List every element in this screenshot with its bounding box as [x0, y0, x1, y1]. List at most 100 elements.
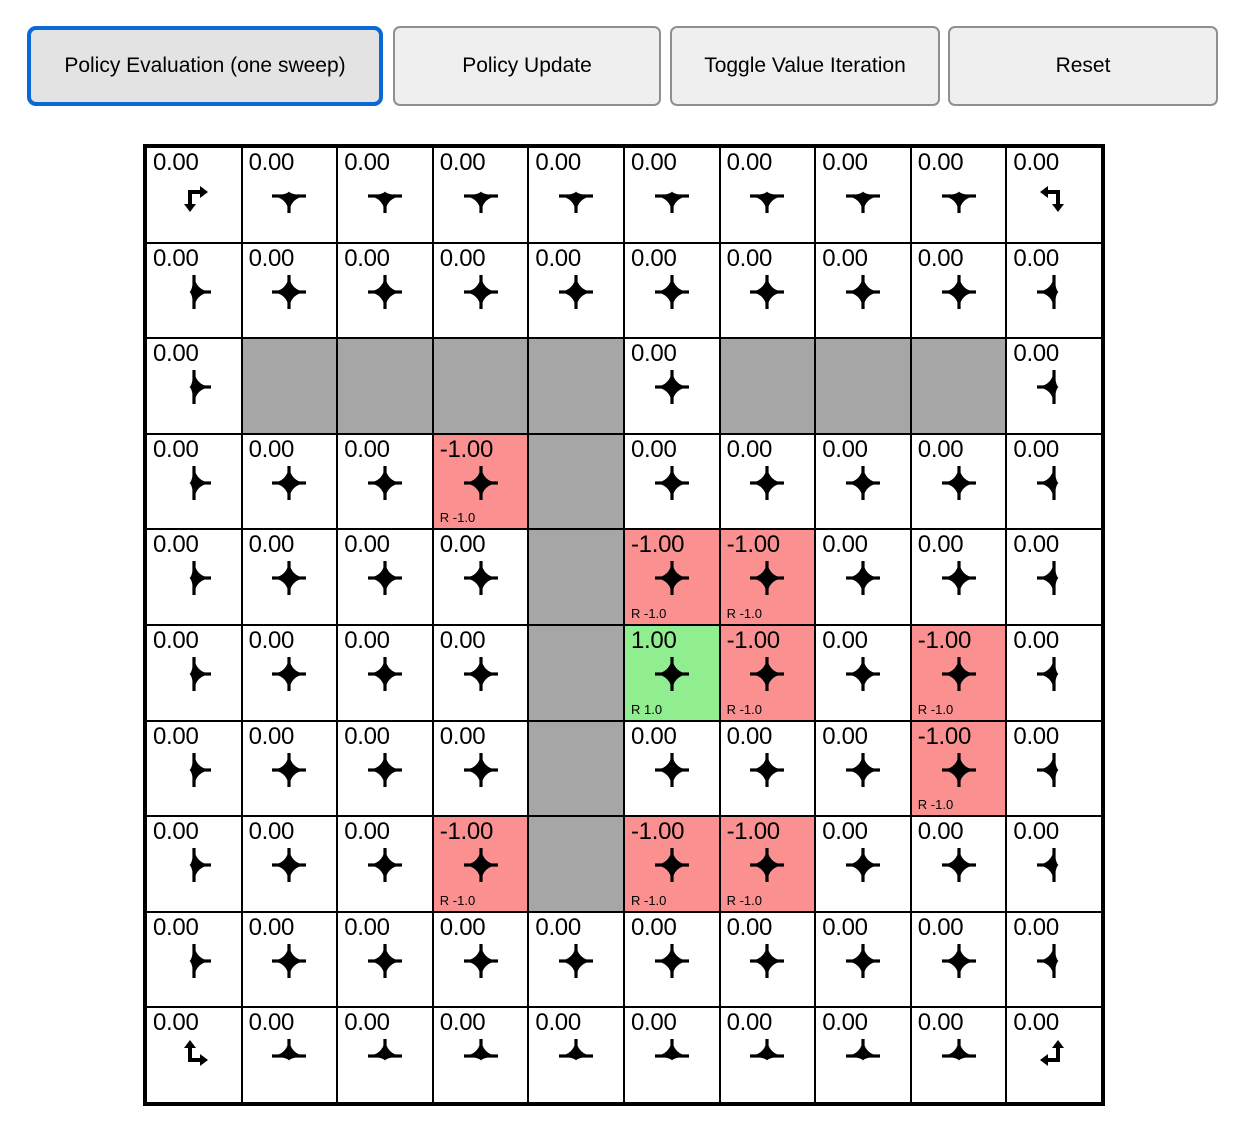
grid-cell[interactable]: 0.00 — [528, 1007, 624, 1103]
grid-cell[interactable]: 0.00 — [719, 1007, 816, 1103]
grid-cell[interactable]: 0.00 — [815, 242, 911, 339]
grid-cell[interactable]: 0.00 — [623, 147, 720, 243]
grid-cell[interactable]: 0.00 — [910, 433, 1007, 530]
grid-cell[interactable]: 1.00 R 1.0 — [623, 624, 720, 721]
grid-cell[interactable]: 0.00 — [337, 433, 433, 530]
grid-cell[interactable]: 0.00 — [719, 720, 816, 817]
grid-cell[interactable]: 0.00 — [432, 911, 529, 1008]
cell-value: 0.00 — [439, 531, 486, 559]
grid-cell[interactable]: 0.00 — [815, 911, 911, 1008]
grid-cell[interactable]: 0.00 — [910, 1007, 1007, 1103]
grid-cell[interactable]: 0.00 — [146, 816, 242, 912]
grid-cell[interactable]: 0.00 — [1006, 242, 1102, 339]
grid-cell[interactable]: 0.00 — [623, 433, 720, 530]
grid-cell[interactable]: 0.00 — [815, 816, 911, 912]
grid-cell[interactable]: 0.00 — [623, 338, 720, 434]
grid-cell[interactable]: 0.00 — [719, 433, 816, 530]
grid-cell[interactable]: 0.00 — [337, 911, 433, 1008]
grid-cell[interactable]: 0.00 — [146, 624, 242, 721]
grid-cell[interactable]: -1.00 R -1.0 — [719, 624, 816, 721]
policy-update-button[interactable]: Policy Update — [393, 26, 661, 106]
grid-cell[interactable]: -1.00 R -1.0 — [719, 529, 816, 625]
cell-value: 1.00 — [630, 626, 677, 654]
grid-cell[interactable]: 0.00 — [337, 529, 433, 625]
grid-cell[interactable]: 0.00 — [146, 529, 242, 625]
grid-cell[interactable]: 0.00 — [241, 624, 338, 721]
grid-cell[interactable]: 0.00 — [1006, 338, 1102, 434]
grid-cell[interactable]: 0.00 — [1006, 433, 1102, 530]
grid-cell[interactable]: 0.00 — [241, 816, 338, 912]
policy-evaluation-button[interactable]: Policy Evaluation (one sweep) — [27, 26, 383, 106]
grid-cell[interactable]: 0.00 — [910, 816, 1007, 912]
grid-cell[interactable]: 0.00 — [719, 242, 816, 339]
grid-cell[interactable]: 0.00 — [146, 1007, 242, 1103]
policy-arrow-icon — [912, 939, 1006, 983]
grid-cell[interactable]: 0.00 — [146, 338, 242, 434]
grid-cell[interactable]: 0.00 — [146, 433, 242, 530]
grid-cell[interactable]: 0.00 — [337, 147, 433, 243]
grid-cell[interactable]: 0.00 — [1006, 816, 1102, 912]
grid-cell[interactable]: 0.00 — [815, 624, 911, 721]
grid-cell[interactable]: 0.00 — [146, 911, 242, 1008]
grid-cell[interactable]: 0.00 — [337, 624, 433, 721]
grid-cell[interactable]: 0.00 — [815, 433, 911, 530]
toggle-value-iteration-button[interactable]: Toggle Value Iteration — [670, 26, 940, 106]
grid-cell[interactable]: 0.00 — [432, 624, 529, 721]
grid-cell[interactable]: 0.00 — [1006, 147, 1102, 243]
grid-cell[interactable]: 0.00 — [1006, 529, 1102, 625]
grid-cell[interactable]: 0.00 — [623, 720, 720, 817]
grid-cell[interactable]: 0.00 — [337, 720, 433, 817]
grid-cell[interactable]: 0.00 — [528, 147, 624, 243]
grid-cell[interactable]: 0.00 — [432, 1007, 529, 1103]
cell-value: -1.00 — [726, 626, 781, 654]
grid-cell[interactable]: -1.00 R -1.0 — [432, 433, 529, 530]
grid-cell[interactable]: -1.00 R -1.0 — [910, 720, 1007, 817]
grid-cell[interactable]: 0.00 — [241, 147, 338, 243]
grid-cell[interactable]: 0.00 — [623, 242, 720, 339]
grid-cell[interactable]: 0.00 — [719, 147, 816, 243]
grid-cell[interactable]: 0.00 — [528, 911, 624, 1008]
grid-cell[interactable]: 0.00 — [910, 242, 1007, 339]
grid-cell-wall — [528, 816, 624, 912]
grid-cell[interactable]: 0.00 — [241, 1007, 338, 1103]
reset-button[interactable]: Reset — [948, 26, 1218, 106]
grid-cell[interactable]: 0.00 — [1006, 624, 1102, 721]
grid-cell[interactable]: 0.00 — [815, 529, 911, 625]
grid-cell[interactable]: 0.00 — [337, 242, 433, 339]
grid-cell[interactable]: 0.00 — [815, 1007, 911, 1103]
grid-cell[interactable]: -1.00 R -1.0 — [623, 529, 720, 625]
cell-value: 0.00 — [630, 340, 677, 368]
grid-cell[interactable]: 0.00 — [241, 242, 338, 339]
grid-cell[interactable]: 0.00 — [623, 911, 720, 1008]
grid-cell[interactable]: 0.00 — [623, 1007, 720, 1103]
grid-cell[interactable]: 0.00 — [910, 529, 1007, 625]
grid-cell[interactable]: -1.00 R -1.0 — [910, 624, 1007, 721]
grid-cell[interactable]: 0.00 — [241, 720, 338, 817]
grid-cell[interactable]: 0.00 — [146, 720, 242, 817]
grid-cell[interactable]: 0.00 — [432, 720, 529, 817]
grid-cell[interactable]: 0.00 — [432, 529, 529, 625]
grid-cell[interactable]: 0.00 — [528, 242, 624, 339]
grid-cell[interactable]: 0.00 — [432, 147, 529, 243]
grid-cell[interactable]: 0.00 — [241, 911, 338, 1008]
grid-cell[interactable]: 0.00 — [146, 242, 242, 339]
grid-cell[interactable]: 0.00 — [241, 529, 338, 625]
grid-cell[interactable]: 0.00 — [1006, 720, 1102, 817]
policy-arrow-icon — [147, 843, 241, 887]
grid-cell[interactable]: -1.00 R -1.0 — [719, 816, 816, 912]
policy-arrow-icon — [816, 843, 910, 887]
grid-cell[interactable]: 0.00 — [146, 147, 242, 243]
grid-cell[interactable]: 0.00 — [432, 242, 529, 339]
grid-cell[interactable]: 0.00 — [1006, 1007, 1102, 1103]
grid-cell[interactable]: 0.00 — [719, 911, 816, 1008]
grid-cell[interactable]: 0.00 — [337, 816, 433, 912]
grid-cell[interactable]: -1.00 R -1.0 — [432, 816, 529, 912]
grid-cell[interactable]: 0.00 — [815, 147, 911, 243]
grid-cell[interactable]: 0.00 — [910, 911, 1007, 1008]
grid-cell[interactable]: 0.00 — [910, 147, 1007, 243]
grid-cell[interactable]: -1.00 R -1.0 — [623, 816, 720, 912]
grid-cell[interactable]: 0.00 — [241, 433, 338, 530]
grid-cell[interactable]: 0.00 — [337, 1007, 433, 1103]
grid-cell[interactable]: 0.00 — [1006, 911, 1102, 1008]
grid-cell[interactable]: 0.00 — [815, 720, 911, 817]
